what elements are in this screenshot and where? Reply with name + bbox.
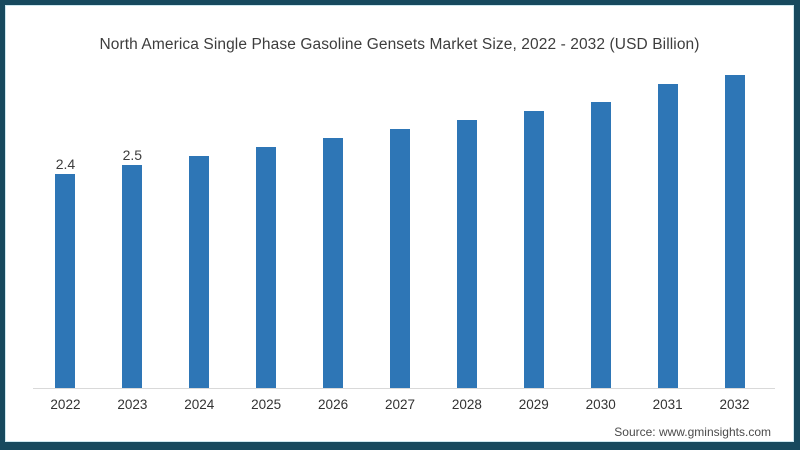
bar [389,129,410,388]
bar-value-label: 2.5 [122,147,143,163]
bar [122,165,143,388]
bar-column [433,13,500,388]
x-tick-label: 2031 [652,397,683,412]
x-tick-label: 2027 [384,397,415,412]
x-tick-label: 2030 [585,397,616,412]
x-tick-label: 2032 [719,397,750,412]
bar-column [367,13,434,388]
bar [323,138,344,388]
bar [256,147,277,388]
chart-title: North America Single Phase Gasoline Gens… [99,36,700,53]
bars-container: 2.4 2.5 [32,13,768,388]
bar-value-label: 2.4 [55,156,76,172]
bar [55,174,76,388]
bar [523,111,544,388]
x-tick-label: 2023 [117,397,148,412]
bar-column [500,13,567,388]
bar [590,102,611,388]
x-axis-line [33,388,775,389]
x-tick-label: 2029 [518,397,549,412]
bar-column: 2.5 [99,13,166,388]
bar [724,75,745,388]
x-tick-label: 2024 [184,397,215,412]
bar-column [166,13,233,388]
bar [189,156,210,388]
x-axis-labels: 2022 2023 2024 2025 2026 2027 2028 2029 2030 2031… [32,397,768,412]
bar [657,84,678,388]
bar-column [634,13,701,388]
source-credit: Source: www.gminsights.com [614,425,771,439]
x-tick-label: 2025 [251,397,282,412]
x-tick-label: 2026 [318,397,349,412]
bar [456,120,477,388]
bar-column [567,13,634,388]
bar-column [300,13,367,388]
bar-column [233,13,300,388]
bar-column: 2.4 [32,13,99,388]
x-tick-label: 2022 [50,397,81,412]
bar-column [701,13,768,388]
x-tick-label: 2028 [451,397,482,412]
